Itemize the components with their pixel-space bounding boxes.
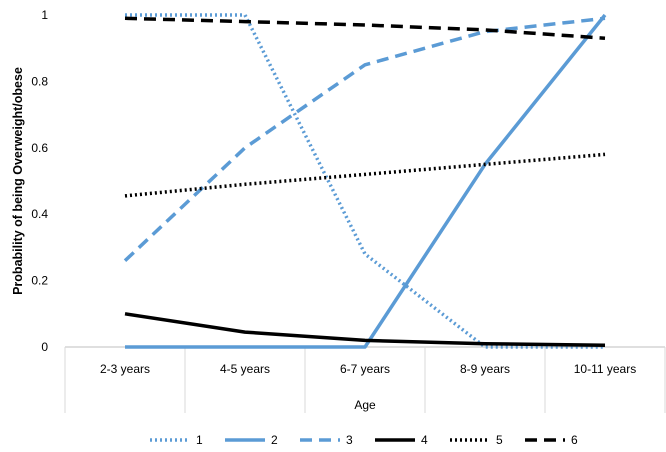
legend-label-2: 2: [271, 433, 278, 447]
y-axis-title: Probability of being Overweight/obese: [11, 67, 25, 295]
y-tick-label: 0.8: [31, 74, 48, 88]
y-tick-label: 0.2: [31, 274, 48, 288]
x-tick-label: 2-3 years: [100, 362, 150, 376]
legend-label-1: 1: [196, 433, 203, 447]
x-axis-title: Age: [354, 398, 376, 412]
legend-label-3: 3: [346, 433, 353, 447]
legend-label-5: 5: [496, 433, 503, 447]
x-tick-label: 6-7 years: [340, 362, 390, 376]
series-line-6: [124, 16, 606, 40]
y-axis-ticks: 0 0.2 0.4 0.6 0.8 1: [31, 8, 48, 354]
x-tick-label: 10-11 years: [574, 362, 636, 376]
legend-label-4: 4: [421, 433, 428, 447]
x-axis-ticks: 2-3 years 4-5 years 6-7 years 8-9 years 10-1…: [100, 362, 636, 376]
series-line-2: [125, 13, 607, 349]
series-line-4: [124, 312, 606, 348]
series-line-5: [124, 152, 606, 198]
x-tick-label: 8-9 years: [460, 362, 510, 376]
y-tick-label: 0.4: [31, 207, 48, 221]
y-tick-label: 0.6: [31, 141, 48, 155]
x-tick-label: 4-5 years: [220, 362, 270, 376]
legend: 1 2 3 4 5 6: [150, 433, 578, 447]
series-line-3: [123, 16, 606, 262]
legend-label-6: 6: [571, 433, 578, 447]
y-tick-label: 0: [41, 340, 48, 354]
series-line-1: [125, 13, 605, 349]
y-tick-label: 1: [41, 8, 48, 22]
series-lines: [123, 13, 607, 349]
